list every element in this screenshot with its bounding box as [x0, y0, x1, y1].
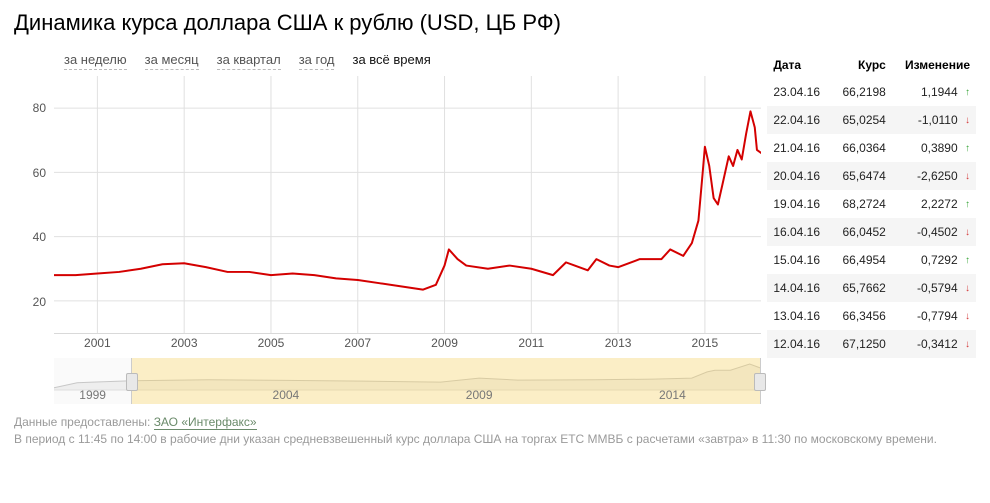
x-tick: 2003: [171, 336, 198, 350]
cell-change: -2,6250 ↓: [892, 162, 976, 190]
cell-rate: 66,0452: [831, 218, 891, 246]
cell-rate: 67,1250: [831, 330, 891, 358]
range-tab-0[interactable]: за неделю: [64, 52, 127, 70]
x-tick: 2005: [258, 336, 285, 350]
cell-date: 20.04.16: [767, 162, 831, 190]
col-date: Дата: [767, 52, 831, 78]
cell-change: -0,3412 ↓: [892, 330, 976, 358]
cell-change: -0,7794 ↓: [892, 302, 976, 330]
x-tick: 2001: [84, 336, 111, 350]
range-tab-1[interactable]: за месяц: [145, 52, 199, 70]
cell-change: -1,0110 ↓: [892, 106, 976, 134]
footer: Данные предоставлены: ЗАО «Интерфакс» В …: [14, 414, 976, 448]
y-tick: 60: [33, 166, 46, 180]
table-row: 13.04.1666,3456-0,7794 ↓: [767, 302, 976, 330]
page-root: Динамика курса доллара США к рублю (USD,…: [0, 0, 990, 453]
x-tick: 2009: [431, 336, 458, 350]
col-rate: Курс: [831, 52, 891, 78]
range-tab-3[interactable]: за год: [299, 52, 335, 70]
cell-change: 0,7292 ↑: [892, 246, 976, 274]
content-row: за неделю за месяц за квартал за год за всё …: [14, 52, 976, 404]
chart-plot: [54, 76, 761, 334]
chart-column: за неделю за месяц за квартал за год за всё …: [14, 52, 761, 404]
table-row: 22.04.1665,0254-1,0110 ↓: [767, 106, 976, 134]
table-row: 19.04.1668,27242,2272 ↑: [767, 190, 976, 218]
y-axis-labels: 20 40 60 80: [14, 76, 52, 354]
cell-rate: 68,2724: [831, 190, 891, 218]
cell-rate: 65,6474: [831, 162, 891, 190]
range-tab-4: за всё время: [352, 52, 430, 69]
overview-tick: 1999: [79, 388, 106, 402]
footer-prefix: Данные предоставлены:: [14, 415, 154, 429]
cell-rate: 65,7662: [831, 274, 891, 302]
arrow-down-icon: ↓: [965, 339, 970, 350]
chart-svg: [54, 76, 761, 333]
cell-rate: 65,0254: [831, 106, 891, 134]
arrow-up-icon: ↑: [965, 199, 970, 210]
arrow-down-icon: ↓: [965, 171, 970, 182]
cell-change: -0,4502 ↓: [892, 218, 976, 246]
cell-date: 19.04.16: [767, 190, 831, 218]
arrow-down-icon: ↓: [965, 115, 970, 126]
arrow-up-icon: ↑: [965, 87, 970, 98]
overview-tick: 2009: [466, 388, 493, 402]
table-row: 15.04.1666,49540,7292 ↑: [767, 246, 976, 274]
cell-rate: 66,4954: [831, 246, 891, 274]
y-tick: 20: [33, 295, 46, 309]
col-change: Изменение: [892, 52, 976, 78]
footer-note: В период с 11:45 по 14:00 в рабочие дни …: [14, 432, 937, 446]
cell-date: 15.04.16: [767, 246, 831, 274]
range-tab-2[interactable]: за квартал: [217, 52, 281, 70]
cell-rate: 66,2198: [831, 78, 891, 106]
main-chart: 20 40 60 80 2001 2003 2005 2007 2009 2011 2013 201…: [14, 76, 761, 354]
arrow-up-icon: ↑: [965, 143, 970, 154]
cell-date: 22.04.16: [767, 106, 831, 134]
cell-rate: 66,3456: [831, 302, 891, 330]
rates-table-header-row: Дата Курс Изменение: [767, 52, 976, 78]
y-tick: 40: [33, 230, 46, 244]
range-tabs: за неделю за месяц за квартал за год за всё …: [14, 52, 761, 70]
overview-tick: 2004: [273, 388, 300, 402]
table-row: 16.04.1666,0452-0,4502 ↓: [767, 218, 976, 246]
table-row: 23.04.1666,21981,1944 ↑: [767, 78, 976, 106]
cell-date: 13.04.16: [767, 302, 831, 330]
table-row: 14.04.1665,7662-0,5794 ↓: [767, 274, 976, 302]
y-tick: 80: [33, 101, 46, 115]
cell-rate: 66,0364: [831, 134, 891, 162]
table-row: 20.04.1665,6474-2,6250 ↓: [767, 162, 976, 190]
cell-date: 21.04.16: [767, 134, 831, 162]
arrow-down-icon: ↓: [965, 227, 970, 238]
page-title: Динамика курса доллара США к рублю (USD,…: [14, 10, 976, 36]
x-tick: 2015: [692, 336, 719, 350]
rates-table-column: Дата Курс Изменение 23.04.1666,21981,194…: [767, 52, 976, 404]
overview-chart[interactable]: 1999 2004 2009 2014: [54, 358, 761, 404]
rates-table: Дата Курс Изменение 23.04.1666,21981,194…: [767, 52, 976, 358]
table-row: 12.04.1667,1250-0,3412 ↓: [767, 330, 976, 358]
arrow-down-icon: ↓: [965, 283, 970, 294]
overview-labels: 1999 2004 2009 2014: [54, 388, 761, 402]
arrow-down-icon: ↓: [965, 311, 970, 322]
cell-change: -0,5794 ↓: [892, 274, 976, 302]
x-tick: 2007: [344, 336, 371, 350]
arrow-up-icon: ↑: [965, 255, 970, 266]
cell-date: 16.04.16: [767, 218, 831, 246]
x-tick: 2011: [518, 336, 544, 350]
overview-tick: 2014: [659, 388, 686, 402]
cell-date: 12.04.16: [767, 330, 831, 358]
table-row: 21.04.1666,03640,3890 ↑: [767, 134, 976, 162]
x-axis-labels: 2001 2003 2005 2007 2009 2011 2013 2015: [54, 334, 761, 354]
cell-change: 2,2272 ↑: [892, 190, 976, 218]
x-tick: 2013: [605, 336, 632, 350]
footer-link[interactable]: ЗАО «Интерфакс»: [154, 415, 257, 430]
cell-date: 14.04.16: [767, 274, 831, 302]
cell-date: 23.04.16: [767, 78, 831, 106]
cell-change: 1,1944 ↑: [892, 78, 976, 106]
cell-change: 0,3890 ↑: [892, 134, 976, 162]
